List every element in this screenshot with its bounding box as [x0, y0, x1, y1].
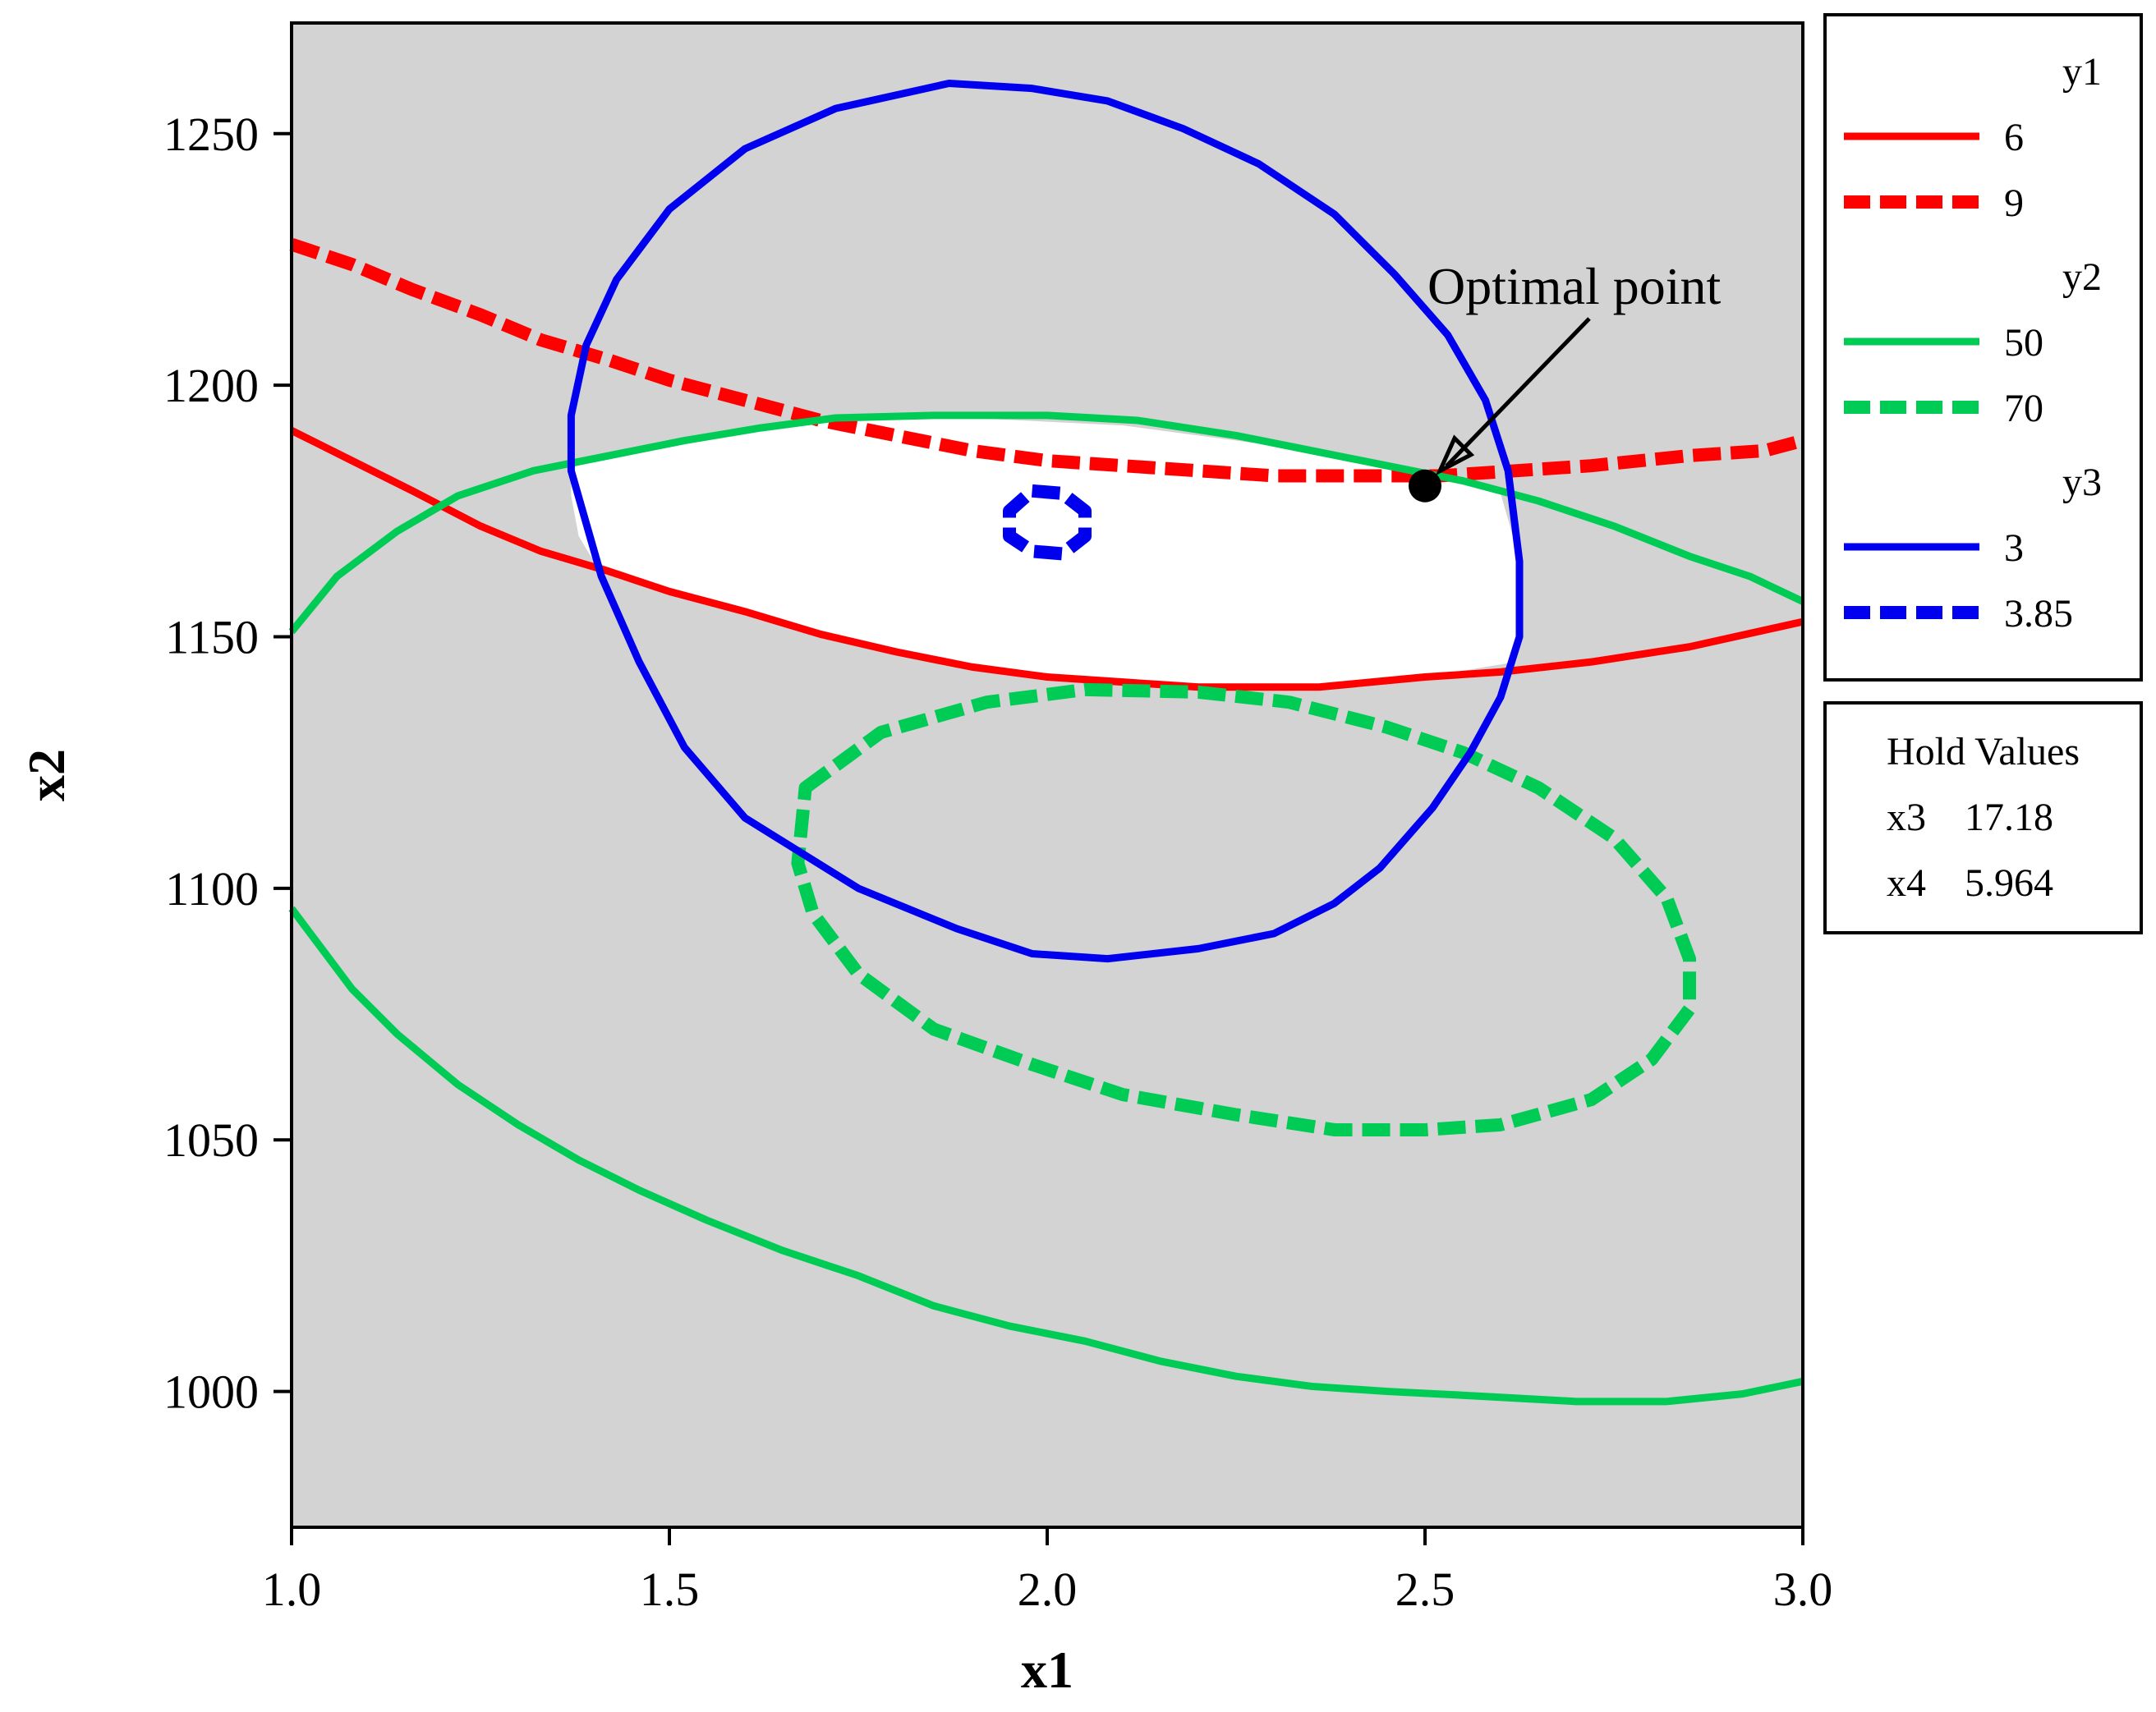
optimal-point-marker	[1409, 469, 1441, 503]
annotation-arrowhead	[1435, 434, 1475, 476]
contour-y1-6-0	[289, 427, 1804, 691]
hold-value-name: x3	[1887, 796, 1926, 839]
hold-values-box: Hold Values x3 17.18 x4 5.964	[1823, 701, 2143, 934]
contour-y2-50-3	[288, 906, 1804, 1406]
contour-y3-3_85-6	[1003, 484, 1092, 561]
plot-area: Optimal point	[288, 21, 1805, 1529]
optimal-point-label: Optimal point	[1427, 257, 1722, 315]
legend-group-title: y1	[2062, 50, 2102, 94]
legend-group-title: y3	[2062, 461, 2102, 504]
legend-label: 9	[2004, 181, 2024, 225]
legend-group-title: y2	[2062, 255, 2102, 299]
contour-y3-3-5	[567, 80, 1524, 963]
hold-value-number: 5.964	[1965, 861, 2053, 905]
x-tick-label: 1.0	[262, 1563, 322, 1616]
x-axis-title: x1	[1021, 1641, 1073, 1699]
legend-label: 3	[2004, 526, 2024, 570]
legend-label: 70	[2004, 387, 2043, 430]
y-tick-label: 1250	[163, 108, 259, 161]
x-tick-label: 2.0	[1018, 1563, 1078, 1616]
legend-label: 50	[2004, 321, 2043, 365]
y-tick-label: 1200	[163, 359, 259, 412]
hold-values-title: Hold Values	[1887, 730, 2080, 773]
y-tick-label: 1100	[165, 862, 259, 916]
legend: y1 6 9 y2 50 70 y3 3 3.85	[1823, 13, 2143, 682]
y-tick-label: 1050	[163, 1113, 259, 1167]
contour-y1-9-1	[289, 238, 1805, 483]
hold-values-frame	[1823, 701, 2143, 934]
x-axis: 1.0 1.5 2.0 2.5 3.0	[262, 1527, 1833, 1616]
y-tick-label: 1000	[163, 1365, 259, 1419]
hold-value-name: x4	[1887, 861, 1926, 905]
legend-frame	[1823, 13, 2143, 682]
y-axis: 1000 1050 1100 1150 1200 1250	[163, 108, 292, 1419]
legend-label: 6	[2004, 116, 2024, 159]
legend-label: 3.85	[2004, 592, 2073, 636]
y-tick-label: 1150	[165, 611, 259, 664]
hold-value-number: 17.18	[1965, 796, 2053, 839]
annotation-arrow	[1445, 317, 1591, 468]
plot-background	[292, 23, 1803, 1527]
contour-lines	[288, 80, 1805, 1406]
optimal-point-annotation: Optimal point	[1409, 257, 1722, 503]
x-tick-label: 1.5	[640, 1563, 700, 1616]
contour-y2-70-4	[791, 682, 1696, 1136]
y-axis-title: x2	[17, 749, 76, 801]
contour-y2-50-2	[288, 411, 1804, 635]
x-tick-label: 2.5	[1395, 1563, 1455, 1616]
x-tick-label: 3.0	[1773, 1563, 1833, 1616]
